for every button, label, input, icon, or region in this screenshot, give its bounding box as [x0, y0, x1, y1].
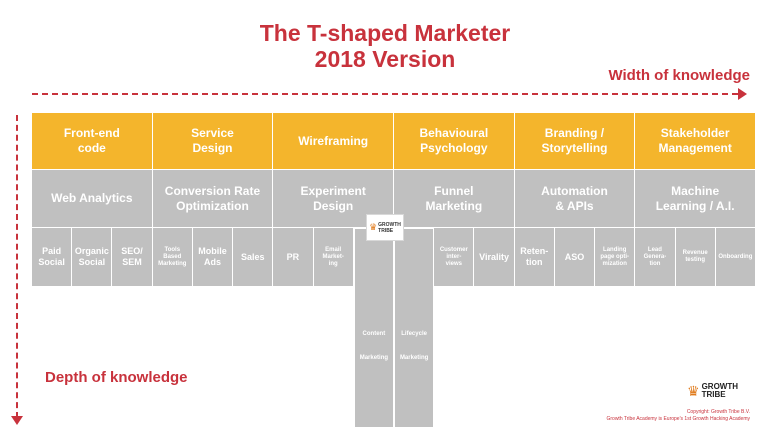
- skill-paid-social: Paid Social: [32, 228, 73, 286]
- deep-column-content-marketing: Content Marketing: [353, 228, 394, 428]
- skill-virality: Virality: [474, 228, 515, 286]
- skill-lead-genera-tion: Lead Genera- tion: [635, 228, 676, 286]
- depth-axis-arrow-icon: [11, 416, 23, 425]
- width-axis-line: [32, 93, 738, 95]
- top-skill-stakeholder-management: Stakeholder Management: [635, 113, 756, 169]
- top-skill-wireframing: Wireframing: [273, 113, 394, 169]
- depth-of-knowledge-label: Depth of knowledge: [45, 369, 188, 386]
- skill-sales: Sales: [233, 228, 274, 286]
- skill-organic-social: Organic Social: [72, 228, 113, 286]
- lion-head-icon: ♛: [687, 383, 700, 399]
- skill-tools-based-marketing: Tools Based Marketing: [152, 228, 193, 286]
- skill-email-market-ing: Email Market- ing: [313, 228, 354, 286]
- top-skill-behavioural-psychology: Behavioural Psychology: [394, 113, 515, 169]
- title-line-1: The T-shaped Marketer: [259, 20, 511, 46]
- mid-skill-automation-apis: Automation & APIs: [514, 170, 636, 227]
- skill-mobile-ads: Mobile Ads: [192, 228, 234, 286]
- skill-customer-inter-views: Customer inter- views: [434, 228, 475, 286]
- skill-aso: ASO: [554, 228, 596, 286]
- mid-skill-conversion-rate-optimization: Conversion Rate Optimization: [152, 170, 274, 227]
- depth-axis-line: [16, 115, 18, 418]
- deep-column-label: Content Marketing: [359, 331, 389, 361]
- mid-skill-machine-learning-a-i: Machine Learning / A.I.: [635, 170, 756, 227]
- skill-pr: PR: [273, 228, 314, 286]
- skill-reten-tion: Reten- tion: [514, 228, 555, 286]
- skill-revenue-testing: Revenue testing: [675, 228, 716, 286]
- width-axis-arrow-icon: [738, 88, 747, 100]
- copyright-line-1: Copyright: Growth Tribe B.V.: [686, 409, 750, 415]
- skill-onboarding: Onboarding: [715, 228, 756, 286]
- top-skill-branding-storytelling: Branding / Storytelling: [514, 113, 636, 169]
- skill-seo-sem: SEO/ SEM: [112, 228, 153, 286]
- deep-column-lifecycle-marketing: Lifecycle Marketing: [394, 228, 435, 428]
- deep-column-label: Lifecycle Marketing: [399, 331, 429, 361]
- growth-tribe-badge: ♛ GROWTH TRIBE: [366, 214, 404, 241]
- growth-tribe-logo: ♛ GROWTH TRIBE: [687, 383, 738, 399]
- mid-skill-funnel-marketing: Funnel Marketing: [394, 170, 515, 227]
- mid-skill-web-analytics: Web Analytics: [32, 170, 153, 227]
- lion-head-icon: ♛: [369, 222, 378, 232]
- badge-text: GROWTH TRIBE: [378, 221, 401, 234]
- copyright-line-2: Growth Tribe Academy is Europe's 1st Gro…: [606, 416, 750, 422]
- top-skill-service-design: Service Design: [152, 113, 274, 169]
- top-skill-front-end-code: Front-end code: [32, 113, 153, 169]
- width-of-knowledge-label: Width of knowledge: [608, 67, 750, 84]
- skill-landing-page-opti-mization: Landing page opti- mization: [595, 228, 636, 286]
- title-line-2: 2018 Version: [314, 46, 456, 72]
- copyright-notice: Copyright: Growth Tribe B.V. Growth Trib…: [606, 409, 750, 423]
- logo-text: GROWTH TRIBE: [701, 382, 738, 399]
